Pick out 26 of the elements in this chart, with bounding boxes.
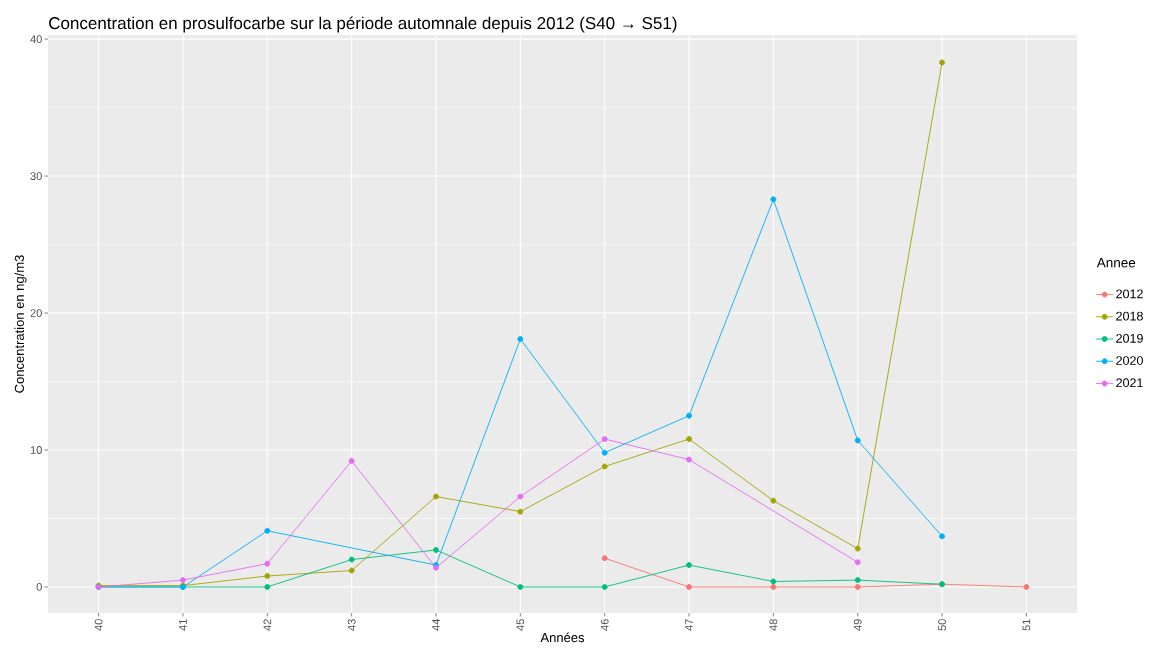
legend-label: 2018: [1116, 311, 1143, 321]
y-tick-label: 30: [30, 172, 42, 180]
y-tick-label: 0: [36, 583, 42, 591]
legend-label: 2019: [1116, 333, 1143, 343]
x-tick-label: 41: [179, 619, 187, 631]
x-tick-label: 49: [853, 619, 862, 631]
y-tick-label: 20: [30, 309, 42, 317]
y-tick-label: 40: [30, 35, 42, 43]
x-tick-label: 46: [600, 619, 609, 631]
legend-label: 2020: [1116, 356, 1143, 365]
chart-title: Concentration en prosulfocarbe sur la période automnale depuis 2012 (S40 → S51): [49, 16, 677, 33]
x-tick-label: 50: [938, 619, 946, 631]
x-tick-label: 40: [94, 619, 103, 631]
x-tick-label: 42: [263, 619, 272, 631]
x-tick-label: 48: [769, 619, 778, 631]
x-tick-label: 47: [685, 619, 693, 631]
y-axis-title: Concentration en ng/m3: [14, 255, 27, 393]
legend-title: Annee: [1096, 258, 1136, 268]
legend-label: 2021: [1116, 378, 1143, 388]
x-tick-label: 45: [516, 619, 525, 631]
x-tick-label: 43: [347, 619, 356, 631]
x-axis-title: Années: [540, 632, 585, 643]
x-tick-label: 44: [432, 619, 440, 631]
y-tick-label: 10: [30, 446, 42, 454]
legend-label: 2012: [1116, 289, 1143, 299]
x-tick-label: 51: [1022, 619, 1031, 631]
